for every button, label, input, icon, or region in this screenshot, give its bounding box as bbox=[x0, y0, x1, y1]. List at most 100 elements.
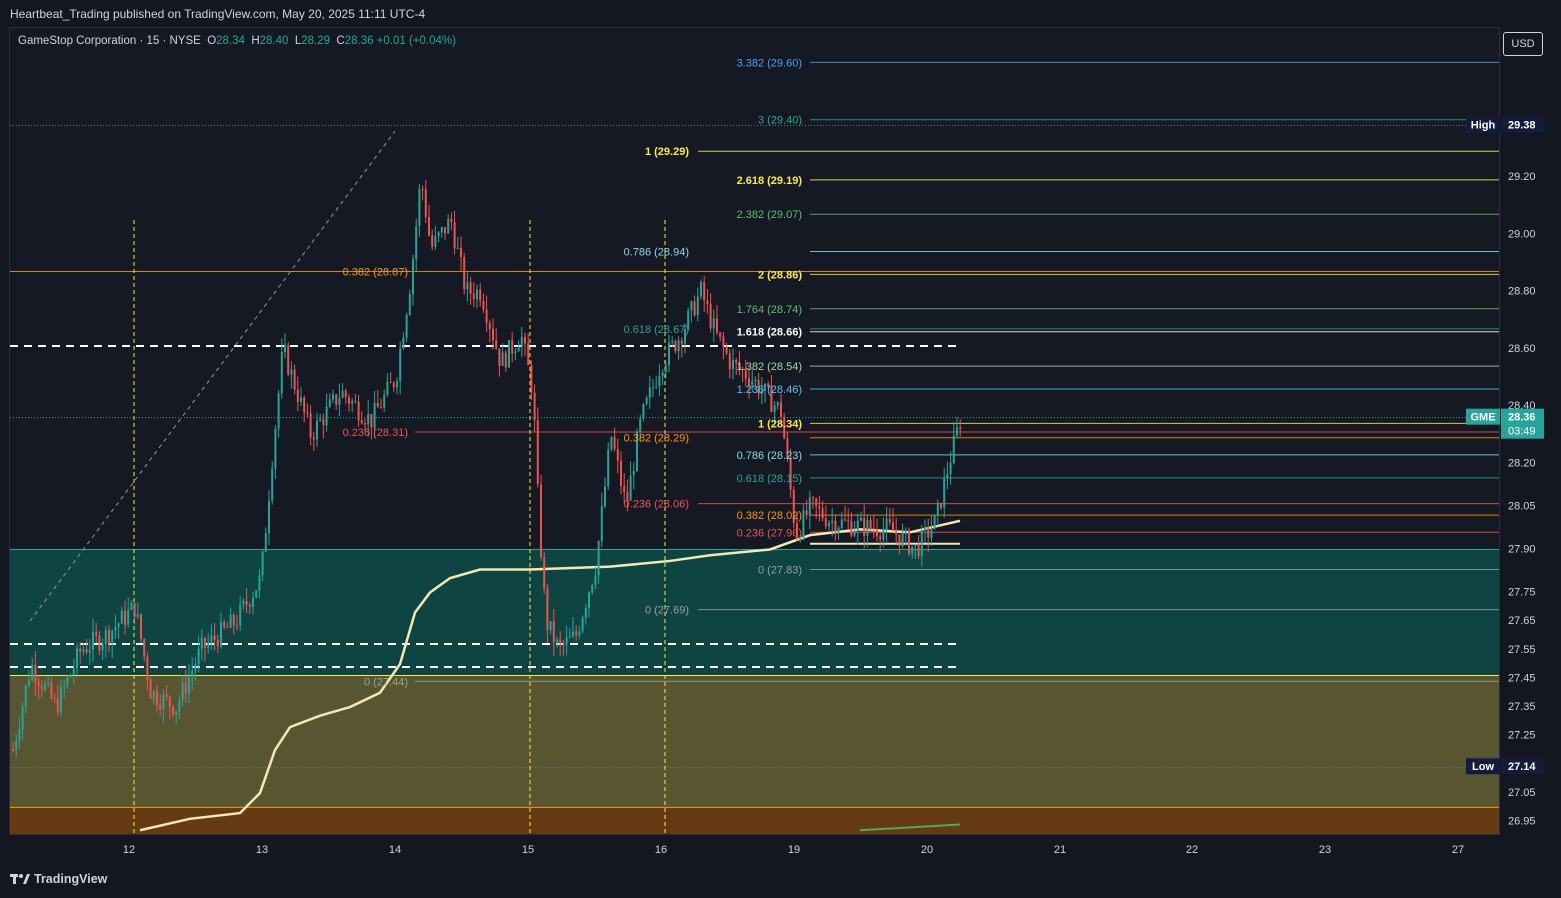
candle-body bbox=[671, 341, 674, 343]
candle-body bbox=[12, 750, 14, 752]
candle-body bbox=[117, 623, 120, 628]
candle-body bbox=[917, 544, 920, 557]
fib-label: 2.382 (29.07) bbox=[737, 209, 802, 221]
candle-body bbox=[658, 376, 661, 387]
candle-body bbox=[696, 296, 699, 316]
candle-body bbox=[261, 551, 264, 576]
candle-body bbox=[895, 530, 898, 535]
candle-body bbox=[940, 502, 942, 508]
candle-body bbox=[728, 353, 731, 370]
candle-body bbox=[546, 588, 549, 630]
price-chart[interactable]: 3.382 (29.60) 3 (29.40) 1 (29.29) 2.618 (29… bbox=[10, 28, 1500, 835]
price-tick-label: 27.55 bbox=[1508, 644, 1536, 656]
price-axis[interactable]: 29.2029.0028.8028.6028.4028.2028.0527.90… bbox=[1466, 27, 1561, 835]
candle-body bbox=[63, 685, 66, 687]
candle-body bbox=[626, 492, 629, 501]
candle-body bbox=[264, 532, 267, 552]
candle-body bbox=[501, 352, 504, 366]
candle-body bbox=[367, 413, 370, 425]
candle-body bbox=[904, 530, 907, 533]
candle-body bbox=[623, 485, 626, 493]
candle-body bbox=[853, 530, 856, 536]
chart-frame[interactable]: 3.382 (29.60) 3 (29.40) 1 (29.29) 2.618 (29… bbox=[9, 27, 1500, 835]
low-label: Low bbox=[1472, 761, 1494, 773]
fib-label: 0.618 (28.67) bbox=[624, 324, 689, 336]
candle-body bbox=[805, 510, 808, 516]
candle-body bbox=[901, 532, 904, 546]
candle-body bbox=[37, 681, 40, 686]
candle-body bbox=[229, 614, 232, 628]
candle-body bbox=[197, 648, 200, 665]
candle-body bbox=[325, 406, 328, 426]
currency-button[interactable]: USD bbox=[1503, 32, 1543, 56]
candle-body bbox=[127, 609, 130, 625]
candle-body bbox=[277, 393, 280, 429]
candle-body bbox=[56, 698, 59, 713]
candle-body bbox=[120, 610, 123, 624]
candle-body bbox=[876, 529, 878, 537]
candle-body bbox=[312, 437, 315, 440]
time-axis[interactable]: 12 13 14 15 16 19 20 21 22 23 27 bbox=[9, 835, 1500, 865]
candle-body bbox=[242, 600, 245, 605]
candle-body bbox=[108, 630, 110, 644]
candle-body bbox=[716, 318, 718, 333]
price-tick-label: 27.25 bbox=[1508, 730, 1536, 742]
candle-body bbox=[908, 530, 910, 554]
candle-body bbox=[408, 294, 411, 315]
high-value: 29.38 bbox=[1508, 119, 1536, 131]
price-tick-label: 28.05 bbox=[1508, 500, 1536, 512]
change-value: +0.01 (+0.04%) bbox=[376, 35, 456, 47]
trend-line bbox=[29, 130, 396, 622]
candle-body bbox=[60, 686, 62, 713]
candle-body bbox=[159, 705, 162, 710]
candle-body bbox=[332, 394, 334, 400]
candle-body bbox=[892, 522, 894, 531]
candle-body bbox=[284, 344, 286, 353]
candle-body bbox=[511, 340, 514, 354]
candle-body bbox=[303, 397, 306, 413]
candle-body bbox=[463, 257, 466, 290]
candle-body bbox=[92, 632, 94, 650]
price-tick-label: 26.95 bbox=[1508, 816, 1536, 828]
last-price-label: GME bbox=[1470, 412, 1495, 424]
candle-body bbox=[789, 458, 792, 490]
candle-body bbox=[44, 684, 46, 690]
price-tick-label: 27.05 bbox=[1508, 787, 1536, 799]
fib-label: 0 (27.83) bbox=[758, 565, 802, 577]
candle-body bbox=[732, 359, 734, 370]
high-value-box bbox=[1501, 116, 1544, 133]
candle-body bbox=[613, 437, 616, 449]
candle-body bbox=[799, 537, 802, 539]
candle-body bbox=[188, 677, 190, 694]
last-price-badge bbox=[1466, 408, 1500, 425]
candle-body bbox=[943, 478, 946, 508]
candle-body bbox=[95, 632, 98, 636]
candle-body bbox=[543, 556, 546, 589]
candle-body bbox=[760, 390, 763, 394]
candle-body bbox=[223, 622, 226, 627]
candle-body bbox=[18, 729, 21, 741]
close-label: C bbox=[336, 35, 345, 47]
price-tick-label: 28.60 bbox=[1508, 343, 1536, 355]
candle-body bbox=[357, 401, 360, 421]
candle-body bbox=[424, 189, 427, 217]
open-label: O bbox=[207, 35, 217, 47]
candle-body bbox=[677, 340, 680, 352]
candle-body bbox=[453, 221, 456, 249]
fib-label: 0.382 (28.29) bbox=[624, 433, 689, 445]
candle-body bbox=[316, 420, 318, 440]
candle-body bbox=[386, 382, 389, 395]
candle-body bbox=[552, 620, 555, 643]
candle-body bbox=[764, 383, 766, 391]
candle-body bbox=[860, 517, 862, 521]
candle-body bbox=[767, 383, 770, 387]
candle-body bbox=[373, 403, 376, 428]
candle-body bbox=[498, 348, 501, 366]
last-price-value: 28.36 bbox=[1508, 412, 1536, 424]
candle-body bbox=[485, 309, 488, 324]
candle-body bbox=[143, 639, 146, 657]
candle-body bbox=[754, 379, 757, 382]
candle-body bbox=[744, 370, 747, 379]
candle-body bbox=[888, 519, 891, 523]
candle-body bbox=[178, 700, 181, 712]
